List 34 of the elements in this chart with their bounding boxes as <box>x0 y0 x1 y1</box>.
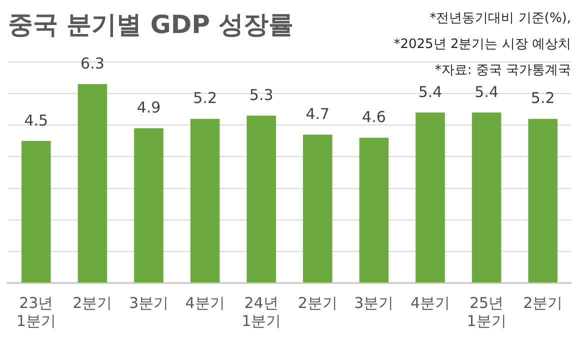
x-tick-label: 2분기 <box>298 294 338 312</box>
data-label: 5.2 <box>530 89 555 108</box>
text: *전년동기대비 기준(%), <box>428 10 571 28</box>
bar <box>134 128 164 282</box>
bar <box>472 112 502 282</box>
data-label: 4.6 <box>362 108 386 126</box>
bar <box>528 118 558 282</box>
data-label: 5.4 <box>474 82 498 101</box>
x-tick-label: 4분기 <box>410 294 450 312</box>
x-tick-label: 23년 1분기 <box>16 294 56 330</box>
x-tick-label: 2분기 <box>72 294 112 312</box>
bar <box>416 112 445 282</box>
x-tick-label: 4분기 <box>185 294 225 312</box>
data-label: 5.4 <box>418 82 442 101</box>
bar <box>246 116 276 282</box>
bar <box>359 138 389 282</box>
x-tick-label: 24년 1분기 <box>242 294 282 330</box>
x-tick-label: 3분기 <box>354 294 394 312</box>
chart-title: 중국 분기별 GDP 성장률 <box>8 9 294 41</box>
bar <box>78 84 108 282</box>
data-label: 6.3 <box>80 54 104 72</box>
data-label: 5.2 <box>193 89 217 108</box>
x-tick-label: 2분기 <box>523 294 563 312</box>
data-label: 4.7 <box>306 105 330 124</box>
text: *2025년 2분기는 시장 예상치 <box>394 36 571 54</box>
data-label: 4.5 <box>24 111 48 130</box>
bar <box>22 140 51 282</box>
data-label: 4.9 <box>136 98 161 117</box>
data-label: 5.3 <box>249 86 274 104</box>
annotation: *자료: 중국 국가통계국 <box>434 62 571 80</box>
bar <box>303 134 332 282</box>
x-tick-label: 3분기 <box>128 294 169 312</box>
bar <box>190 118 220 282</box>
x-tick-label: 25년 1분기 <box>466 294 506 330</box>
